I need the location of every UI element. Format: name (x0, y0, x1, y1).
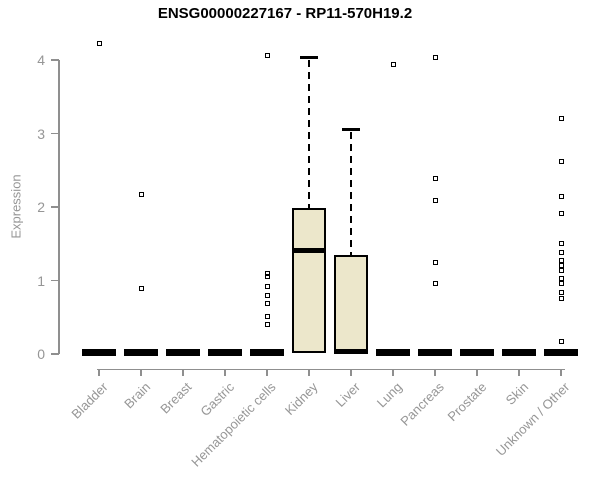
outlier-point (432, 197, 438, 203)
flat-boxplot (124, 349, 158, 356)
outlier-point (558, 211, 564, 217)
x-tick (560, 369, 562, 376)
outlier-point (558, 263, 564, 269)
y-tick-label: 3 (37, 125, 45, 142)
whisker-line (349, 132, 353, 255)
flat-boxplot (208, 349, 242, 356)
outlier-point (558, 339, 564, 344)
outlier-point (558, 268, 564, 274)
flat-boxplot (418, 349, 452, 356)
outlier-point (558, 290, 564, 296)
y-tick-label: 4 (37, 52, 45, 68)
x-tick (518, 369, 520, 376)
outlier-point (558, 158, 564, 164)
x-tick-label: Breast (157, 379, 195, 417)
flat-boxplot (502, 349, 536, 356)
x-tick (392, 369, 394, 376)
flat-boxplot (250, 349, 284, 356)
outlier-point (432, 55, 438, 61)
x-tick-label: Brain (120, 379, 153, 412)
x-tick (224, 369, 226, 376)
outlier-point (558, 258, 564, 264)
flat-boxplot (166, 349, 200, 356)
outlier-point (558, 250, 564, 256)
outlier-point (264, 292, 270, 298)
flat-boxplot (460, 349, 494, 356)
outlier-point (558, 275, 564, 281)
x-tick (350, 369, 352, 376)
boxplot-box (292, 208, 326, 353)
outlier-point (138, 286, 144, 292)
whisker-line (307, 60, 311, 209)
x-tick (434, 369, 436, 376)
outlier-point (432, 175, 438, 181)
x-tick-label: Lung (373, 379, 405, 411)
outlier-point (390, 61, 396, 67)
x-tick (98, 369, 100, 376)
outlier-point (264, 300, 270, 306)
y-tick (51, 132, 59, 135)
y-axis-line (58, 60, 60, 354)
y-tick (51, 353, 59, 355)
flat-boxplot (544, 349, 578, 356)
x-tick-label: Skin (502, 379, 531, 408)
x-tick-label: Bladder (68, 379, 111, 422)
x-tick-label: Unknown / Other (493, 379, 573, 459)
y-tick-label: 2 (37, 199, 45, 215)
outlier-point (558, 116, 564, 122)
x-tick-label: Kidney (282, 379, 321, 419)
outlier-point (264, 53, 270, 59)
x-tick (266, 369, 268, 376)
outlier-point (558, 240, 564, 246)
flat-boxplot (376, 349, 410, 356)
outlier-point (432, 259, 438, 265)
x-axis-line (97, 368, 565, 370)
chart-title: ENSG00000227167 - RP11-570H19.2 (157, 5, 413, 22)
median-line (336, 348, 366, 352)
outlier-point (138, 192, 144, 197)
outlier-point (96, 40, 102, 46)
median-line (294, 248, 324, 254)
whisker-cap (342, 127, 360, 131)
outlier-point (264, 322, 270, 328)
x-tick (476, 369, 478, 376)
boxplot-box (334, 254, 368, 354)
y-tick (51, 279, 59, 282)
x-tick-label: Gastric (197, 379, 237, 420)
outlier-point (264, 274, 270, 280)
y-tick-label: 0 (37, 346, 45, 362)
x-tick-label: Hematopoietic cells (188, 379, 279, 470)
x-tick (182, 369, 184, 376)
flat-boxplot (82, 349, 116, 356)
outlier-point (558, 280, 564, 286)
x-tick (140, 369, 142, 376)
x-tick (308, 369, 310, 376)
y-tick (51, 59, 59, 61)
whisker-cap (300, 55, 318, 59)
outlier-point (558, 194, 564, 200)
y-tick-label: 1 (37, 272, 45, 289)
outlier-point (264, 283, 270, 289)
x-tick-label: Pancreas (397, 379, 447, 429)
x-tick-label: Liver (332, 379, 363, 410)
outlier-point (558, 295, 564, 301)
x-tick-label: Prostate (444, 379, 489, 425)
outlier-point (432, 280, 438, 286)
y-tick (51, 206, 59, 208)
outlier-point (264, 314, 270, 319)
